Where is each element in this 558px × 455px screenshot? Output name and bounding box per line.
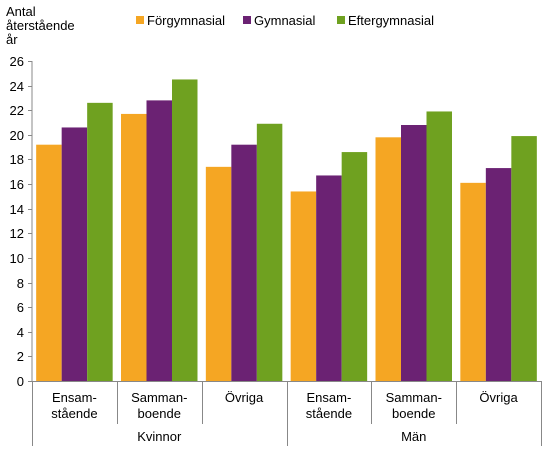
legend-swatch — [337, 16, 345, 24]
y-tick-label: 24 — [10, 79, 24, 94]
y-tick-label: 16 — [10, 177, 24, 192]
x-group-label: Kvinnor — [137, 429, 182, 444]
x-group-label: Män — [401, 429, 426, 444]
legend-swatch — [243, 16, 251, 24]
y-tick-label: 20 — [10, 128, 24, 143]
bar — [205, 166, 232, 381]
y-axis-label-line: återstående — [6, 18, 75, 33]
x-category-label: Samman- — [131, 390, 187, 405]
x-category-label: Ensam- — [52, 390, 97, 405]
x-category-label: Ensam- — [307, 390, 352, 405]
legend-label: Eftergymnasial — [348, 13, 434, 28]
legend-swatch — [136, 16, 144, 24]
bar — [146, 100, 172, 381]
y-tick-label: 12 — [10, 226, 24, 241]
bar — [290, 191, 317, 381]
x-category-label: Övriga — [225, 390, 264, 405]
y-axis-label-line: år — [6, 32, 18, 47]
bar — [511, 136, 537, 381]
x-category-label: boende — [138, 406, 181, 421]
bar — [231, 144, 257, 381]
bar — [61, 127, 88, 381]
y-tick-label: 10 — [10, 251, 24, 266]
y-tick-label: 6 — [17, 300, 24, 315]
x-category-label: Samman- — [386, 390, 442, 405]
y-tick-label: 14 — [10, 202, 24, 217]
bar — [256, 123, 283, 382]
bar — [341, 152, 368, 381]
y-tick-label: 0 — [17, 374, 24, 389]
bar — [87, 102, 113, 381]
x-axis: Ensam-stående Samman-boende Övriga Ensam-st… — [32, 381, 542, 446]
bar — [485, 168, 512, 381]
bars — [36, 79, 537, 382]
bar — [121, 113, 147, 381]
bar — [172, 79, 198, 381]
x-category-label: boende — [392, 406, 435, 421]
legend-label: Gymnasial — [254, 13, 316, 28]
y-tick-label: 8 — [17, 276, 24, 291]
bar — [401, 125, 427, 381]
bar — [426, 111, 452, 381]
bar — [36, 144, 62, 381]
x-category-label: stående — [306, 406, 352, 421]
x-category-label: Övriga — [479, 390, 518, 405]
y-tick-label: 18 — [10, 152, 24, 167]
bar — [375, 137, 401, 381]
legend: Förgymnasial Gymnasial Eftergymnasial — [136, 13, 434, 28]
y-tick-label: 26 — [10, 54, 24, 69]
y-tick-label: 4 — [17, 325, 24, 340]
legend-label: Förgymnasial — [147, 13, 225, 28]
bar — [460, 182, 486, 381]
y-tick-label: 22 — [10, 103, 24, 118]
x-category-label: stående — [51, 406, 97, 421]
y-tick-label: 2 — [17, 349, 24, 364]
y-axis-label-line: Antal — [6, 4, 36, 19]
bar — [316, 175, 342, 381]
